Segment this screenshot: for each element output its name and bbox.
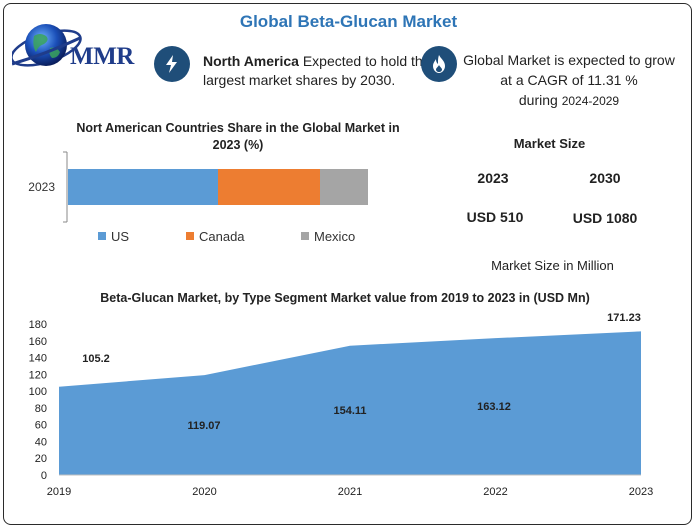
globe-icon: [12, 24, 82, 67]
x-tick-label: 2021: [338, 486, 362, 498]
brand-logo: [12, 18, 142, 78]
cagr-text: Global Market is expected to grow at a C…: [463, 52, 675, 88]
area-chart-title: Beta-Glucan Market, by Type Segment Mark…: [100, 291, 590, 305]
market-size-value-b: USD 1080: [572, 210, 638, 226]
y-tick-label: 180: [29, 319, 47, 331]
market-size-footnote: Market Size in Million: [491, 258, 614, 273]
data-label: 171.23: [607, 312, 641, 324]
y-tick-label: 0: [41, 470, 47, 482]
north-america-note: North America Expected to hold the large…: [203, 52, 433, 90]
data-label: 119.07: [187, 420, 220, 432]
y-tick-label: 140: [29, 353, 47, 365]
x-tick-label: 2023: [629, 486, 653, 498]
cagr-period: 2024-2029: [561, 94, 620, 108]
bar-category-label: 2023: [28, 180, 55, 194]
area-series: [59, 331, 641, 475]
page-title: Global Beta-Glucan Market: [239, 12, 458, 31]
market-size-year-b: 2030: [589, 170, 621, 186]
bar-segment-canada: [218, 169, 320, 205]
lightning-bolt-icon: [166, 55, 177, 73]
data-label: 154.11: [333, 405, 366, 417]
flame-icon: [433, 55, 445, 73]
legend-swatch-canada: [186, 232, 194, 240]
bar-segment-mexico: [320, 169, 368, 205]
x-tick-label: 2019: [47, 486, 71, 498]
cagr-note: Global Market is expected to grow at a C…: [463, 50, 675, 111]
cagr-period-prefix: during: [518, 92, 558, 108]
bar-segment-us: [68, 169, 218, 205]
legend-swatch-us: [98, 232, 106, 240]
legend-swatch-mexico: [301, 232, 309, 240]
x-tick-label: 2022: [483, 486, 507, 498]
stacked-bar-chart: 2023 US Canada Mexico: [28, 151, 368, 244]
flame-badge: [421, 46, 457, 82]
data-label: 105.2: [82, 353, 110, 365]
brand-logo-text: MMR: [70, 43, 134, 70]
y-tick-label: 120: [29, 369, 47, 381]
y-tick-label: 160: [29, 336, 47, 348]
card-frame: [3, 3, 692, 525]
y-tick-label: 100: [29, 386, 47, 398]
bar-chart-title: Nort American Countries Share in the Glo…: [76, 121, 400, 152]
lightning-badge: [154, 46, 190, 82]
y-tick-label: 20: [35, 453, 47, 465]
market-size-year-a: 2023: [477, 170, 509, 186]
legend-label-mexico: Mexico: [314, 229, 355, 244]
y-tick-label: 40: [35, 436, 47, 448]
north-america-label: North America: [203, 53, 299, 69]
legend-label-us: US: [111, 229, 129, 244]
area-chart: 0 20 40 60 80 100 120 140 160 180 2019 2020 2021 2022…: [29, 312, 654, 498]
data-label: 163.12: [477, 401, 511, 413]
x-tick-label: 2020: [192, 486, 216, 498]
market-size-value-a: USD 510: [466, 209, 524, 225]
north-america-text: Expected to hold the largest market shar…: [203, 53, 431, 88]
y-tick-label: 60: [35, 420, 47, 432]
legend-label-canada: Canada: [199, 229, 245, 244]
y-tick-label: 80: [35, 403, 47, 415]
market-size-title: Market Size: [513, 136, 586, 151]
